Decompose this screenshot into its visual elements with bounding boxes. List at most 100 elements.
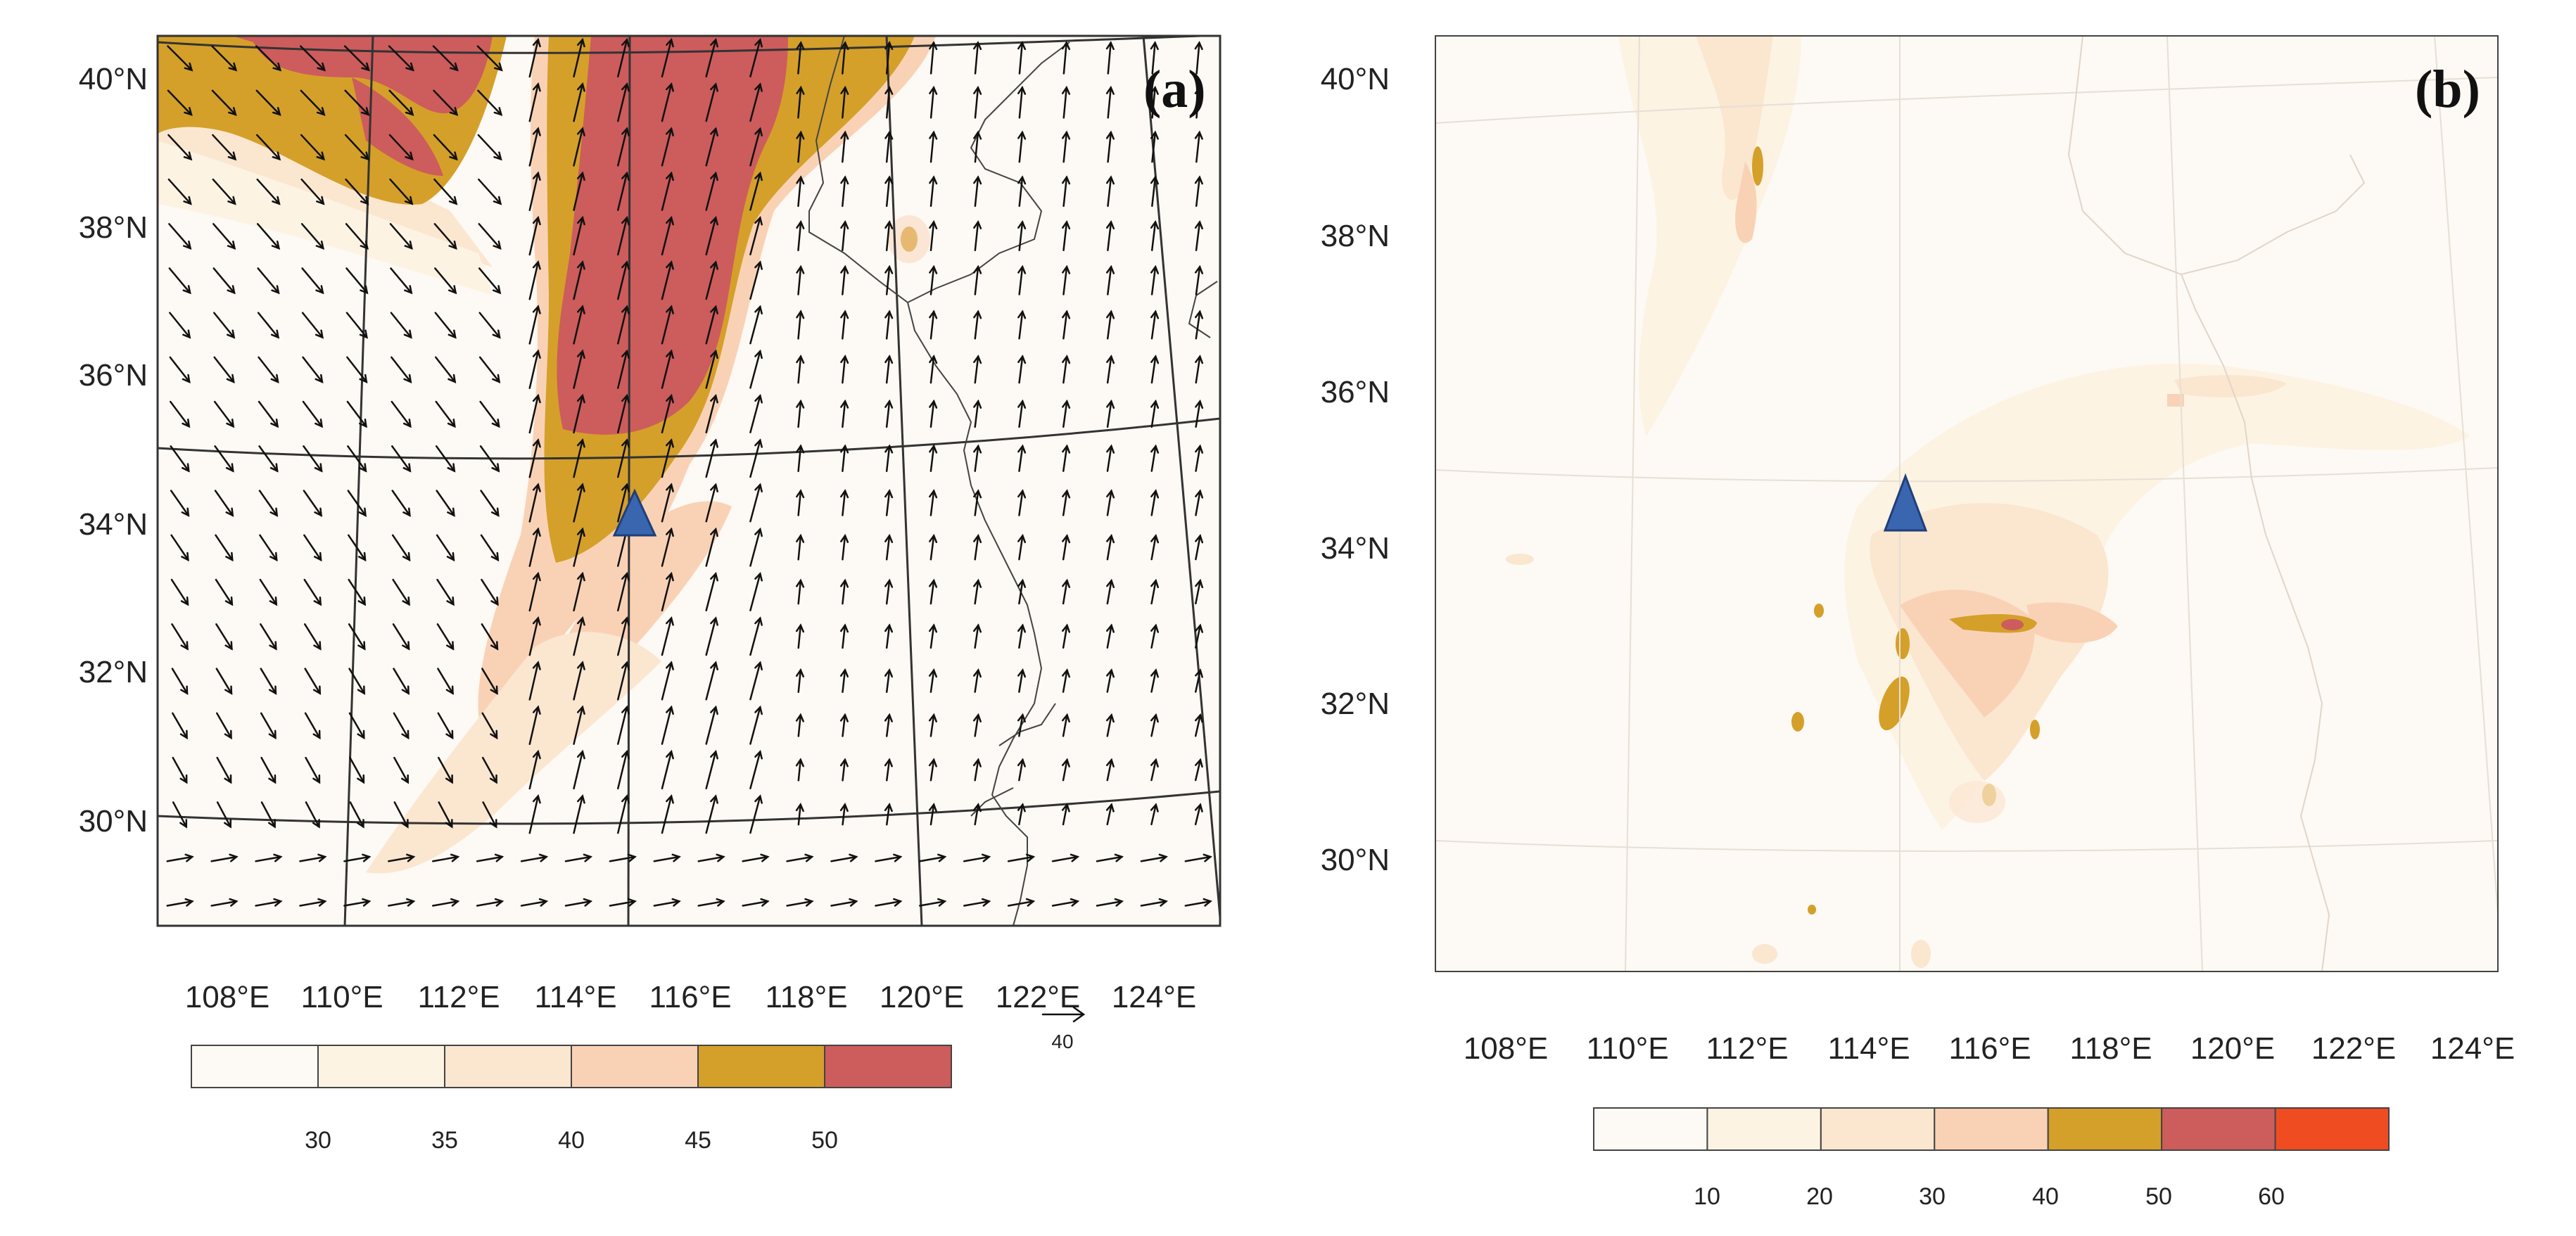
wind-vector-head [182, 329, 191, 339]
wind-vector-head [272, 196, 281, 205]
wind-vector [653, 900, 680, 907]
wind-vector-head [315, 374, 324, 383]
wind-vector [1051, 855, 1079, 862]
wind-vector [299, 900, 326, 907]
wind-vector [1195, 400, 1201, 428]
wind-vector [609, 900, 636, 907]
wind-vector-head [1150, 713, 1159, 723]
wind-vector [1106, 803, 1112, 826]
wind-vector-head [1062, 444, 1071, 454]
wind-vector [1018, 669, 1024, 693]
wind-vector [573, 39, 584, 78]
wind-vector [212, 267, 236, 294]
wind-vector-head [227, 329, 236, 339]
wind-vector [1106, 669, 1112, 693]
wind-vector [705, 217, 717, 256]
wind-vector [797, 490, 802, 516]
wind-vector-head [1017, 41, 1027, 51]
lon-label: 108°E [1464, 1031, 1548, 1066]
wind-vector-head [179, 730, 188, 740]
wind-vector-head [973, 85, 982, 95]
lon-label: 108°E [185, 980, 269, 1014]
wind-vector-head [1017, 219, 1027, 230]
wind-vector [305, 801, 320, 828]
wind-vector-head [316, 196, 325, 205]
wind-vector [299, 45, 326, 71]
wind-vector-head [1106, 623, 1115, 633]
wind-vector-head [1017, 623, 1027, 633]
wind-vector-head [180, 685, 189, 695]
wind-vector [435, 445, 455, 472]
wind-vector-head [402, 419, 412, 428]
wind-vector [974, 176, 979, 208]
wind-vector [388, 855, 415, 862]
wind-vector [1106, 445, 1112, 472]
wind-vector [528, 439, 540, 478]
wind-vector-head [225, 463, 234, 473]
wind-vector-head [929, 489, 938, 499]
lat-label: 38°N [79, 210, 148, 245]
wind-vector-head [621, 571, 630, 582]
wind-vector [1195, 310, 1201, 340]
wind-vector [616, 217, 628, 256]
wind-vector [478, 267, 501, 294]
wind-vector [742, 855, 769, 862]
wind-vector [1062, 490, 1068, 516]
wind-vector-head [884, 85, 894, 95]
wind-vector-head [754, 794, 763, 804]
wind-vector-head [839, 758, 849, 767]
wind-vector-head [1158, 898, 1168, 907]
wind-vector [1150, 445, 1157, 472]
wind-vector [885, 221, 891, 251]
wind-vector [963, 900, 990, 907]
wind-vector [797, 355, 802, 384]
wind-vector [1195, 355, 1201, 384]
wind-vector-head [359, 419, 367, 428]
wind-vector [1150, 490, 1157, 516]
colorbar-box [2161, 1107, 2276, 1151]
wind-vector-head [532, 794, 541, 804]
wind-vector-head [450, 898, 460, 907]
wind-vector-head [884, 399, 894, 409]
wind-vector-head [316, 107, 326, 116]
wind-vector-head [754, 394, 763, 404]
wind-vector [170, 490, 190, 516]
wind-vector [797, 265, 802, 295]
wind-vector-head [406, 898, 416, 907]
wind-vector [1018, 131, 1024, 163]
wind-vector-head [1150, 399, 1160, 409]
wind-vector [842, 713, 846, 737]
wind-vector [1018, 758, 1024, 782]
wind-vector-head [937, 853, 947, 862]
lat-label: 34°N [1321, 531, 1390, 566]
wind-vector-head [312, 730, 321, 740]
wind-vector [749, 483, 761, 523]
wind-vector [212, 178, 236, 205]
wind-vector [974, 310, 979, 340]
wind-vector-head [1195, 578, 1204, 589]
wind-vector-head [448, 374, 457, 383]
colorbar-box [444, 1045, 572, 1088]
wind-vector-head [447, 463, 456, 473]
wind-vector [842, 624, 846, 649]
wind-vector-head [184, 107, 193, 116]
wind-vector [661, 305, 673, 345]
lat-label: 40°N [79, 62, 148, 96]
wind-vector-head [666, 349, 674, 359]
wind-vector-head [405, 107, 414, 116]
lon-label: 114°E [534, 980, 616, 1014]
wind-vector [786, 900, 813, 907]
wind-vector-head [1106, 578, 1115, 588]
wind-vector [749, 39, 761, 77]
lat-label: 34°N [79, 507, 148, 542]
wind-vector [211, 89, 237, 116]
wind-vector-head [1195, 355, 1204, 364]
wind-vector-head [490, 641, 499, 651]
wind-vector-head [532, 705, 541, 715]
wind-vector-head [1150, 355, 1160, 364]
wind-vector [255, 900, 282, 907]
wind-vector-head [1017, 444, 1027, 454]
wind-vector [616, 661, 628, 701]
wind-vector-head [227, 196, 236, 205]
colorbar-box [824, 1045, 952, 1088]
